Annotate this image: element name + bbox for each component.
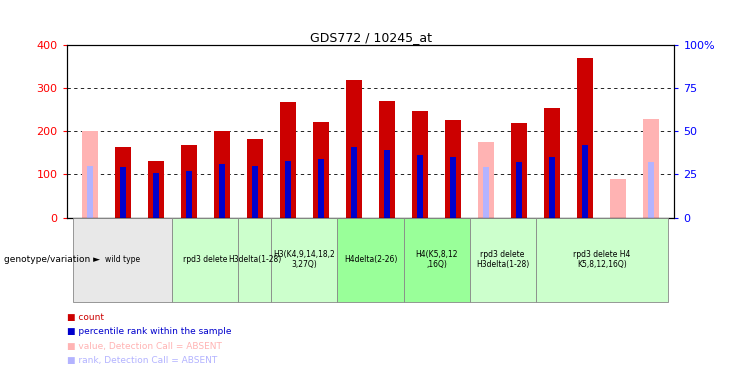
Bar: [173, 217, 239, 302]
Bar: [610, 179, 626, 218]
Bar: [350, 147, 357, 218]
Bar: [252, 166, 258, 218]
Bar: [285, 160, 291, 218]
Bar: [536, 217, 668, 302]
Bar: [516, 162, 522, 218]
Text: ■ percentile rank within the sample: ■ percentile rank within the sample: [67, 327, 231, 336]
Bar: [337, 217, 404, 302]
Bar: [82, 131, 98, 218]
Text: H3(K4,9,14,18,2
3,27Q): H3(K4,9,14,18,2 3,27Q): [273, 250, 336, 269]
Bar: [643, 119, 659, 218]
Text: ■ count: ■ count: [67, 313, 104, 322]
Text: H4(K5,8,12
,16Q): H4(K5,8,12 ,16Q): [415, 250, 458, 269]
Bar: [470, 217, 536, 302]
Bar: [384, 150, 391, 217]
Bar: [153, 172, 159, 217]
Bar: [404, 217, 470, 302]
Bar: [577, 58, 594, 217]
Bar: [318, 159, 325, 218]
Bar: [483, 168, 489, 217]
Bar: [379, 101, 395, 217]
Bar: [549, 157, 556, 218]
Title: GDS772 / 10245_at: GDS772 / 10245_at: [310, 31, 431, 44]
Bar: [147, 162, 164, 218]
Bar: [416, 155, 423, 218]
Bar: [450, 157, 456, 218]
Text: rpd3 delete H4
K5,8,12,16Q): rpd3 delete H4 K5,8,12,16Q): [573, 250, 631, 269]
Bar: [511, 123, 528, 218]
Bar: [412, 111, 428, 218]
Text: H4delta(2-26): H4delta(2-26): [344, 255, 397, 264]
Bar: [247, 139, 263, 218]
Text: genotype/variation ►: genotype/variation ►: [4, 255, 100, 264]
Bar: [271, 217, 337, 302]
Text: wild type: wild type: [105, 255, 140, 264]
Bar: [582, 145, 588, 218]
Text: ■ value, Detection Call = ABSENT: ■ value, Detection Call = ABSENT: [67, 342, 222, 351]
Text: ■ rank, Detection Call = ABSENT: ■ rank, Detection Call = ABSENT: [67, 356, 217, 365]
Bar: [544, 108, 560, 218]
Bar: [119, 168, 126, 217]
Bar: [181, 146, 197, 218]
Bar: [73, 217, 173, 302]
Bar: [115, 147, 131, 218]
Bar: [213, 131, 230, 218]
Bar: [478, 142, 494, 218]
Bar: [185, 171, 192, 217]
Text: rpd3 delete: rpd3 delete: [183, 255, 227, 264]
Text: rpd3 delete
H3delta(1-28): rpd3 delete H3delta(1-28): [476, 250, 529, 269]
Bar: [445, 120, 462, 218]
Bar: [648, 162, 654, 218]
Bar: [219, 164, 225, 218]
Bar: [279, 102, 296, 218]
Bar: [87, 166, 93, 218]
Bar: [346, 80, 362, 218]
Bar: [313, 122, 329, 218]
Text: H3delta(1-28): H3delta(1-28): [228, 255, 282, 264]
Bar: [239, 217, 271, 302]
